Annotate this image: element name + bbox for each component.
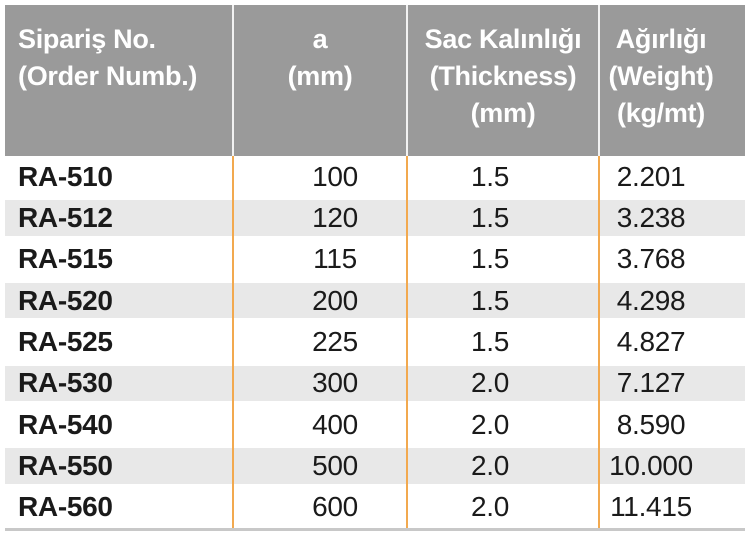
table-header: Sipariş No. (Order Numb.) a (mm) Sac Kal… <box>5 5 745 156</box>
header-line: Sac Kalınlığı <box>424 24 582 54</box>
cell-thickness: 1.5 <box>470 201 510 233</box>
cell-thickness: 2.0 <box>470 491 510 523</box>
header-line: Ağırlığı <box>615 24 707 54</box>
table-bottom-border <box>5 527 745 531</box>
table-body: RA-510 100 1.5 2.201 RA-512 120 1.5 3.23… <box>5 156 745 528</box>
header-line: (mm) <box>470 98 536 128</box>
header-column-divider <box>406 5 408 156</box>
cell-order-no: RA-525 <box>18 325 113 357</box>
header-line: Sipariş No. <box>18 24 156 54</box>
cell-thickness: 2.0 <box>470 367 510 399</box>
table-row: RA-520 200 1.5 4.298 <box>5 279 745 322</box>
cell-a-mm: 500 <box>312 449 358 481</box>
cell-a-mm: 225 <box>312 325 358 357</box>
cell-order-no: RA-560 <box>18 491 113 523</box>
cell-thickness: 2.0 <box>470 449 510 481</box>
product-spec-table: Sipariş No. (Order Numb.) a (mm) Sac Kal… <box>5 5 745 531</box>
cell-order-no: RA-530 <box>18 367 113 399</box>
cell-weight: 4.298 <box>616 284 686 316</box>
cell-weight: 3.768 <box>616 243 686 275</box>
table-row: RA-515 115 1.5 3.768 <box>5 239 745 280</box>
table-row: RA-540 400 2.0 8.590 <box>5 404 745 445</box>
column-divider <box>598 156 600 528</box>
cell-thickness: 1.5 <box>470 325 510 357</box>
cell-order-no: RA-540 <box>18 408 113 440</box>
header-line: a <box>312 24 328 54</box>
header-a-mm: a (mm) <box>233 5 407 156</box>
cell-order-no: RA-520 <box>18 284 113 316</box>
header-column-divider <box>232 5 234 156</box>
table-row: RA-560 600 2.0 11.415 <box>5 487 745 528</box>
cell-thickness: 1.5 <box>470 284 510 316</box>
column-divider <box>406 156 408 528</box>
table-row: RA-510 100 1.5 2.201 <box>5 156 745 197</box>
cell-weight: 8.590 <box>616 408 686 440</box>
cell-a-mm: 400 <box>312 408 358 440</box>
header-line: (mm) <box>287 61 353 91</box>
header-order-number: Sipariş No. (Order Numb.) <box>5 5 233 156</box>
cell-weight: 2.201 <box>616 160 686 192</box>
cell-thickness: 1.5 <box>470 243 510 275</box>
cell-order-no: RA-510 <box>18 160 113 192</box>
table-row: RA-512 120 1.5 3.238 <box>5 197 745 239</box>
cell-thickness: 1.5 <box>470 160 510 192</box>
cell-a-mm: 115 <box>313 243 357 275</box>
cell-a-mm: 100 <box>312 160 358 192</box>
header-line: (Thickness) <box>429 61 577 91</box>
header-line: (kg/mt) <box>617 98 705 128</box>
cell-a-mm: 600 <box>312 491 358 523</box>
header-weight: Ağırlığı (Weight) (kg/mt) <box>599 5 745 156</box>
table-row: RA-530 300 2.0 7.127 <box>5 362 745 404</box>
cell-weight: 7.127 <box>616 367 686 399</box>
cell-thickness: 2.0 <box>470 408 510 440</box>
cell-weight: 3.238 <box>616 201 686 233</box>
table-row: RA-550 500 2.0 10.000 <box>5 445 745 487</box>
cell-weight: 11.415 <box>610 491 692 523</box>
header-line: (Order Numb.) <box>18 61 198 91</box>
cell-weight: 4.827 <box>616 325 686 357</box>
cell-a-mm: 120 <box>312 201 358 233</box>
column-divider <box>232 156 234 528</box>
cell-order-no: RA-550 <box>18 449 113 481</box>
cell-order-no: RA-515 <box>18 243 113 275</box>
cell-order-no: RA-512 <box>18 201 113 233</box>
cell-a-mm: 300 <box>312 367 358 399</box>
table-row: RA-525 225 1.5 4.827 <box>5 321 745 362</box>
header-thickness: Sac Kalınlığı (Thickness) (mm) <box>407 5 599 156</box>
cell-a-mm: 200 <box>312 284 358 316</box>
cell-weight: 10.000 <box>609 449 693 481</box>
header-line: (Weight) <box>608 61 714 91</box>
header-column-divider <box>598 5 600 156</box>
